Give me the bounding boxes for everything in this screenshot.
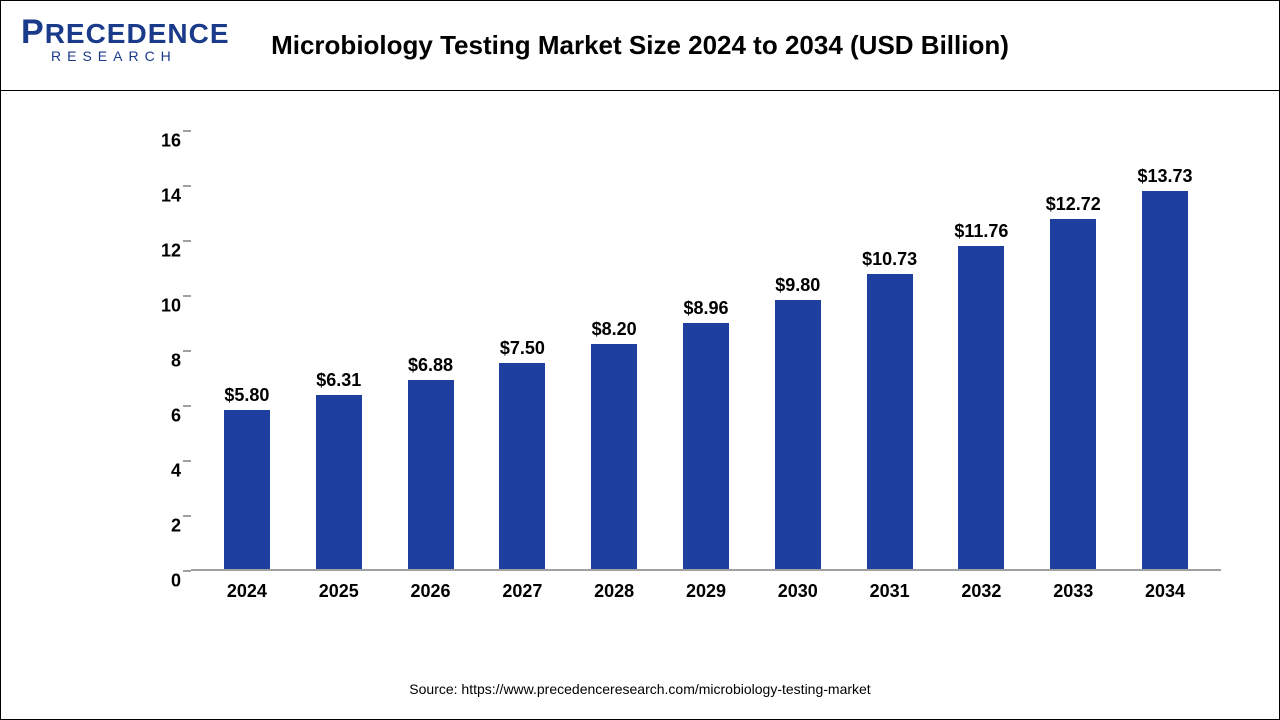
bar-value-label: $6.88: [408, 355, 453, 376]
plot-region: $5.80 $6.31 $6.88 $7.50 $8.20 $8.96 $9.80 $10.7…: [191, 131, 1221, 571]
bar: [867, 274, 913, 569]
y-tick-mark: [183, 240, 191, 242]
bar-value-label: $12.72: [1046, 194, 1101, 215]
y-tick-mark: [183, 405, 191, 407]
bar: [591, 344, 637, 570]
bar: [1050, 219, 1096, 569]
bar-group: $7.50: [482, 338, 562, 569]
bar: [408, 380, 454, 569]
x-tick-label: 2031: [850, 581, 930, 602]
bar-value-label: $7.50: [500, 338, 545, 359]
bar-value-label: $8.20: [592, 319, 637, 340]
bar-value-label: $10.73: [862, 249, 917, 270]
bar-group: $6.31: [299, 370, 379, 569]
chart-area: 0246810121416 $5.80$6.31$6.88$7.50$8.20$…: [131, 131, 1221, 601]
bar-value-label: $8.96: [683, 298, 728, 319]
y-tick-mark: [183, 515, 191, 517]
y-tick-label: 16: [161, 131, 181, 152]
x-tick-label: 2027: [482, 581, 562, 602]
brand-logo: PRECEDENCE RESEARCH: [21, 13, 230, 64]
bar-group: $12.72: [1033, 194, 1113, 569]
bar: [1142, 191, 1188, 569]
bar: [775, 300, 821, 570]
y-tick-mark: [183, 130, 191, 132]
y-tick-label: 2: [171, 516, 181, 537]
bar-group: $8.20: [574, 319, 654, 570]
y-tick-mark: [183, 570, 191, 572]
bar-value-label: $9.80: [775, 275, 820, 296]
y-tick-mark: [183, 460, 191, 462]
x-tick-label: 2030: [758, 581, 838, 602]
bar-group: $9.80: [758, 275, 838, 570]
bar: [958, 246, 1004, 569]
bar-group: $8.96: [666, 298, 746, 569]
x-tick-label: 2024: [207, 581, 287, 602]
y-tick-label: 10: [161, 296, 181, 317]
bars-container: $5.80 $6.31 $6.88 $7.50 $8.20 $8.96 $9.80 $10.7…: [191, 131, 1221, 569]
logo-brand-top: RECEDENCE: [45, 18, 230, 49]
bar-value-label: $5.80: [224, 385, 269, 406]
bar-value-label: $11.76: [954, 221, 1008, 242]
x-tick-label: 2028: [574, 581, 654, 602]
logo-brand-sub: RESEARCH: [51, 48, 230, 64]
y-tick-label: 4: [171, 461, 181, 482]
bar-value-label: $13.73: [1138, 166, 1193, 187]
bar: [316, 395, 362, 569]
y-tick-mark: [183, 185, 191, 187]
bar-group: $5.80: [207, 385, 287, 570]
bar: [683, 323, 729, 569]
y-tick-mark: [183, 295, 191, 297]
bar: [499, 363, 545, 569]
logo-p-letter: P: [21, 13, 45, 51]
y-tick-label: 0: [171, 571, 181, 592]
y-tick-mark: [183, 350, 191, 352]
source-text: Source: https://www.precedenceresearch.c…: [1, 681, 1279, 697]
y-tick-label: 6: [171, 406, 181, 427]
y-axis: 0246810121416: [131, 131, 191, 571]
y-tick-label: 14: [161, 186, 181, 207]
x-tick-label: 2034: [1125, 581, 1205, 602]
x-tick-label: 2025: [299, 581, 379, 602]
bar-value-label: $6.31: [316, 370, 361, 391]
x-tick-label: 2032: [941, 581, 1021, 602]
bar: [224, 410, 270, 570]
bar-group: $6.88: [391, 355, 471, 569]
y-tick-label: 8: [171, 351, 181, 372]
x-tick-label: 2026: [391, 581, 471, 602]
x-tick-label: 2029: [666, 581, 746, 602]
bar-group: $13.73: [1125, 166, 1205, 569]
x-tick-label: 2033: [1033, 581, 1113, 602]
y-tick-label: 12: [161, 241, 181, 262]
chart-frame: PRECEDENCE RESEARCH Microbiology Testing…: [0, 0, 1280, 720]
bar-group: $10.73: [850, 249, 930, 569]
bar-group: $11.76: [941, 221, 1021, 569]
header-bar: PRECEDENCE RESEARCH Microbiology Testing…: [1, 1, 1279, 91]
x-axis-labels: 2024 2025 2026 2027 2028 2029 2030 2031 2032 2033…: [191, 581, 1221, 602]
